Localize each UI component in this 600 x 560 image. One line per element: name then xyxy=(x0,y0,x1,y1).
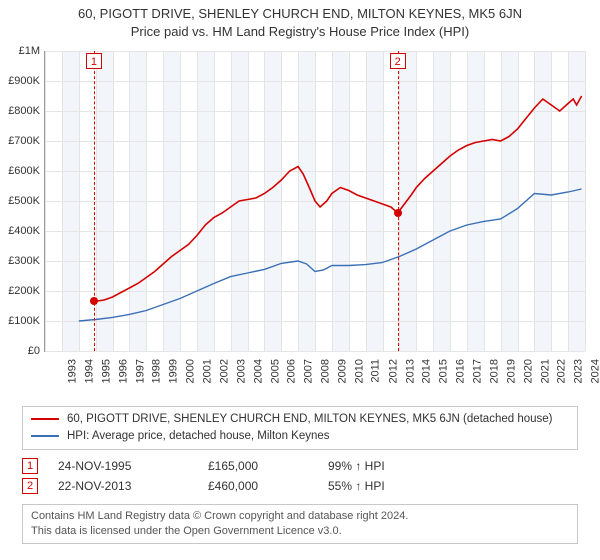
legend-row: 60, PIGOTT DRIVE, SHENLEY CHURCH END, MI… xyxy=(31,411,569,428)
sale-marker-dot xyxy=(394,209,402,217)
y-tick-label: £500K xyxy=(0,195,40,207)
sales-row: 1 24-NOV-1995 £165,000 99% ↑ HPI xyxy=(22,456,578,476)
y-tick-label: £1M xyxy=(0,45,40,57)
page-subtitle: Price paid vs. HM Land Registry's House … xyxy=(0,24,600,40)
page-title: 60, PIGOTT DRIVE, SHENLEY CHURCH END, MI… xyxy=(0,6,600,22)
x-tick-label: 2015 xyxy=(438,359,450,383)
x-tick-label: 2012 xyxy=(387,359,399,383)
sale-date: 24-NOV-1995 xyxy=(58,459,188,473)
x-tick-label: 2000 xyxy=(185,359,197,383)
y-tick-label: £600K xyxy=(0,165,40,177)
y-tick-label: £400K xyxy=(0,225,40,237)
x-tick-label: 2023 xyxy=(573,359,585,383)
footer-line: This data is licensed under the Open Gov… xyxy=(31,524,569,539)
y-tick-label: £300K xyxy=(0,255,40,267)
x-tick-label: 2014 xyxy=(421,359,433,383)
x-tick-label: 1997 xyxy=(134,359,146,383)
x-tick-label: 2008 xyxy=(320,359,332,383)
x-tick-label: 2018 xyxy=(488,359,500,383)
sale-price: £460,000 xyxy=(208,479,308,493)
legend-label: HPI: Average price, detached house, Milt… xyxy=(67,428,330,445)
sale-marker-line xyxy=(398,51,399,351)
sale-vs-hpi: 99% ↑ HPI xyxy=(328,459,385,473)
sale-marker-badge: 1 xyxy=(86,53,102,69)
x-tick-label: 2006 xyxy=(286,359,298,383)
x-tick-label: 2009 xyxy=(336,359,348,383)
legend-swatch xyxy=(31,418,59,420)
sale-vs-hpi: 55% ↑ HPI xyxy=(328,479,385,493)
y-tick-label: £0 xyxy=(0,345,40,357)
legend-row: HPI: Average price, detached house, Milt… xyxy=(31,428,569,445)
sale-index-badge: 1 xyxy=(22,458,38,474)
x-tick-label: 1999 xyxy=(168,359,180,383)
x-tick-label: 1993 xyxy=(66,359,78,383)
x-tick-label: 2011 xyxy=(369,359,381,383)
sales-row: 2 22-NOV-2013 £460,000 55% ↑ HPI xyxy=(22,476,578,496)
y-tick-label: £800K xyxy=(0,105,40,117)
x-tick-label: 2010 xyxy=(353,359,365,383)
series-price_paid xyxy=(94,96,582,302)
x-tick-label: 2024 xyxy=(590,359,600,383)
y-tick-label: £900K xyxy=(0,75,40,87)
legend-label: 60, PIGOTT DRIVE, SHENLEY CHURCH END, MI… xyxy=(67,411,553,428)
x-tick-label: 2013 xyxy=(404,359,416,383)
attribution-footer: Contains HM Land Registry data © Crown c… xyxy=(22,504,578,544)
y-tick-label: £100K xyxy=(0,315,40,327)
x-tick-label: 2005 xyxy=(269,359,281,383)
x-tick-label: 2020 xyxy=(522,359,534,383)
x-tick-label: 1998 xyxy=(151,359,163,383)
x-tick-label: 2016 xyxy=(455,359,467,383)
price-chart: 1 2 £0 £100K £200K £300K £400K £500K £600K £700K… xyxy=(0,47,600,402)
sales-table: 1 24-NOV-1995 £165,000 99% ↑ HPI 2 22-NOV-201… xyxy=(22,456,578,496)
x-tick-label: 1994 xyxy=(83,359,95,383)
sale-price: £165,000 xyxy=(208,459,308,473)
legend-swatch xyxy=(31,435,59,437)
x-tick-label: 2017 xyxy=(471,359,483,383)
x-tick-label: 2021 xyxy=(539,359,551,383)
x-tick-label: 2022 xyxy=(556,359,568,383)
sale-index-badge: 2 xyxy=(22,478,38,494)
sale-marker-line xyxy=(94,51,95,351)
y-tick-label: £200K xyxy=(0,285,40,297)
legend: 60, PIGOTT DRIVE, SHENLEY CHURCH END, MI… xyxy=(22,406,578,451)
series-hpi xyxy=(79,189,582,321)
y-tick-label: £700K xyxy=(0,135,40,147)
x-tick-label: 2019 xyxy=(505,359,517,383)
x-tick-label: 2001 xyxy=(201,359,213,383)
x-tick-label: 2004 xyxy=(252,359,264,383)
footer-line: Contains HM Land Registry data © Crown c… xyxy=(31,509,569,524)
sale-marker-dot xyxy=(90,297,98,305)
x-tick-label: 2003 xyxy=(235,359,247,383)
x-tick-label: 2002 xyxy=(218,359,230,383)
sale-marker-badge: 2 xyxy=(390,53,406,69)
x-tick-label: 2007 xyxy=(303,359,315,383)
x-tick-label: 1995 xyxy=(100,359,112,383)
x-tick-label: 1996 xyxy=(117,359,129,383)
sale-date: 22-NOV-2013 xyxy=(58,479,188,493)
